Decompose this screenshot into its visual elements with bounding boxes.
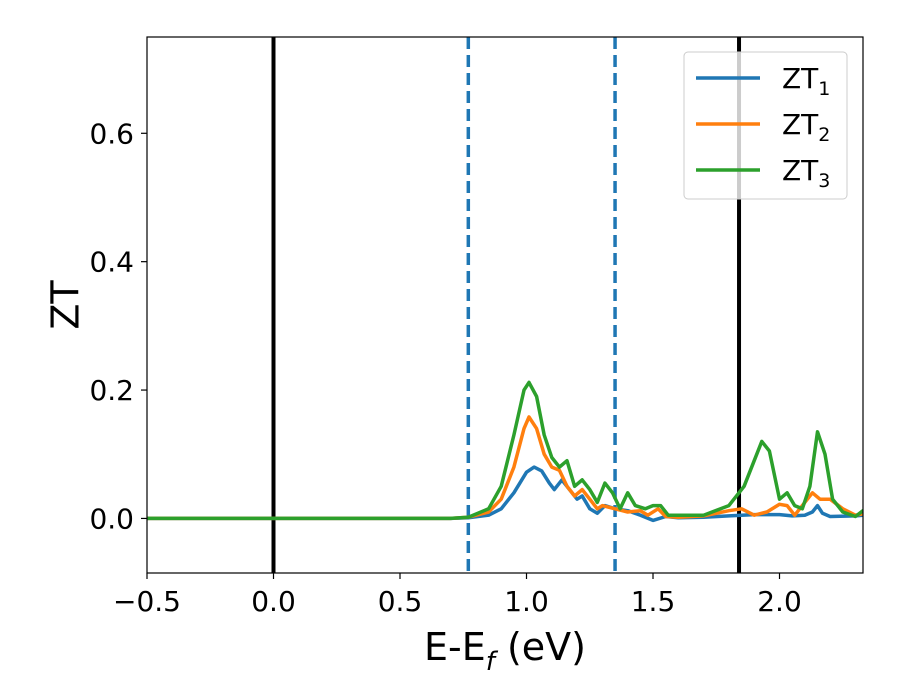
y-axis-title: ZT [44, 280, 88, 330]
x-tick-label: 1.0 [504, 585, 549, 618]
x-tick-label: 2.0 [757, 585, 802, 618]
legend-label-zt3: ZT3 [782, 154, 830, 192]
legend-label-zt1: ZT1 [782, 62, 830, 100]
y-tick-label: 0.6 [89, 117, 134, 150]
x-tick-label: 0.5 [378, 585, 423, 618]
legend: ZT1 ZT2 ZT3 [683, 51, 848, 200]
legend-label-zt2: ZT2 [782, 108, 830, 146]
series-line-zt3 [147, 380, 863, 521]
x-axis-title-unit: (eV) [495, 625, 586, 669]
x-tick-label: 1.5 [631, 585, 676, 618]
x-axis-title-main: E-E [424, 625, 486, 669]
y-tick-label: 0.2 [89, 374, 134, 407]
x-axis-title: E-Ef (eV) [424, 625, 586, 677]
x-tick-label: −0.5 [113, 585, 181, 618]
axis-ticks: −0.5 0.0 0.5 1.0 1.5 2.0 0.0 0.2 0.4 0.6 [89, 117, 801, 618]
x-tick-label: 0.0 [251, 585, 296, 618]
y-tick-label: 0.0 [89, 502, 134, 535]
plot-frame [146, 36, 864, 574]
legend-box [683, 51, 848, 200]
y-tick-label: 0.4 [89, 246, 134, 279]
